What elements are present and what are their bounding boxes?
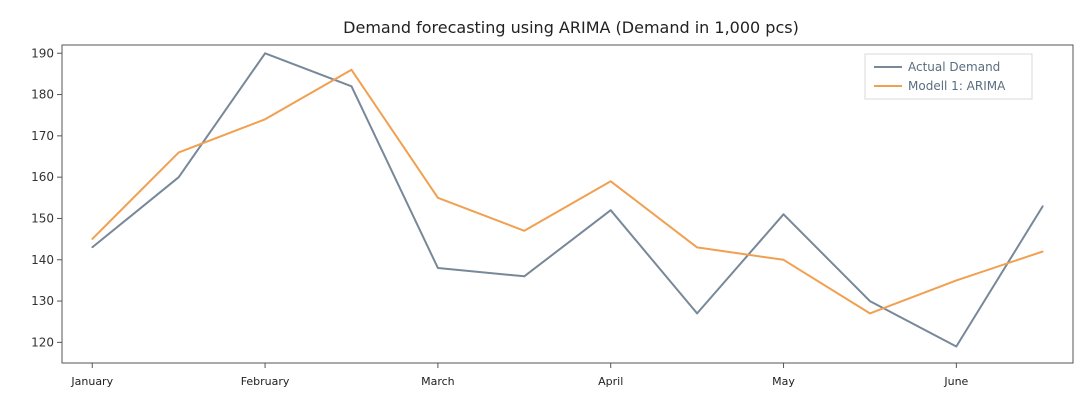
- data-point-modell-1-arima: [91, 238, 94, 240]
- legend-box: [864, 53, 1033, 100]
- data-point-modell-1-arima: [609, 180, 612, 183]
- data-point-actual-demand: [523, 275, 526, 278]
- y-axis: 120 130 140 150 160 170 180 190: [31, 46, 62, 349]
- data-point-modell-1-arima: [523, 230, 526, 232]
- data-point-actual-demand: [91, 246, 94, 249]
- data-point-modell-1-arima: [1041, 250, 1044, 253]
- data-point-actual-demand: [437, 267, 439, 269]
- chart-title: Demand forecasting using ARIMA (Demand i…: [343, 18, 799, 37]
- y-tick-label: 120: [31, 335, 54, 349]
- y-tick-label: 140: [31, 253, 54, 267]
- legend: Actual Demand Modell 1: ARIMA: [864, 53, 1033, 100]
- data-point-modell-1-arima: [437, 197, 439, 199]
- series-line-modell-1-arima: [91, 68, 1044, 315]
- x-tick-label: June: [943, 375, 968, 388]
- x-tick-label: February: [241, 375, 290, 388]
- y-tick-label: 190: [31, 46, 54, 60]
- data-point-actual-demand: [1041, 205, 1044, 207]
- series-layer: [91, 52, 1044, 348]
- data-point-actual-demand: [696, 312, 698, 315]
- data-point-actual-demand: [869, 300, 871, 302]
- data-point-actual-demand: [782, 213, 785, 216]
- data-point-actual-demand: [177, 176, 180, 178]
- x-tick-label: January: [70, 375, 113, 388]
- legend-label-arima: Modell 1: ARIMA: [908, 79, 1006, 93]
- legend-label-actual-demand: Actual Demand: [908, 60, 1000, 74]
- data-point-modell-1-arima: [869, 312, 871, 315]
- y-tick-label: 130: [31, 294, 54, 308]
- x-tick-label: May: [772, 375, 795, 388]
- data-point-actual-demand: [264, 52, 266, 55]
- data-point-modell-1-arima: [782, 258, 785, 261]
- y-tick-label: 170: [31, 129, 54, 143]
- y-tick-label: 160: [31, 170, 54, 184]
- data-point-actual-demand: [350, 85, 353, 88]
- y-tick-label: 180: [31, 88, 54, 102]
- x-axis: January February March April May June: [70, 363, 969, 388]
- data-point-actual-demand: [609, 209, 612, 211]
- y-tick-label: 150: [31, 211, 54, 225]
- x-tick-label: March: [421, 375, 455, 388]
- data-point-modell-1-arima: [955, 279, 958, 282]
- data-point-modell-1-arima: [264, 118, 266, 121]
- data-point-modell-1-arima: [177, 151, 180, 154]
- x-tick-label: April: [598, 375, 623, 388]
- data-point-actual-demand: [955, 345, 958, 348]
- plot-area-frame: [61, 44, 1074, 364]
- data-point-modell-1-arima: [350, 68, 353, 71]
- data-point-modell-1-arima: [696, 246, 698, 249]
